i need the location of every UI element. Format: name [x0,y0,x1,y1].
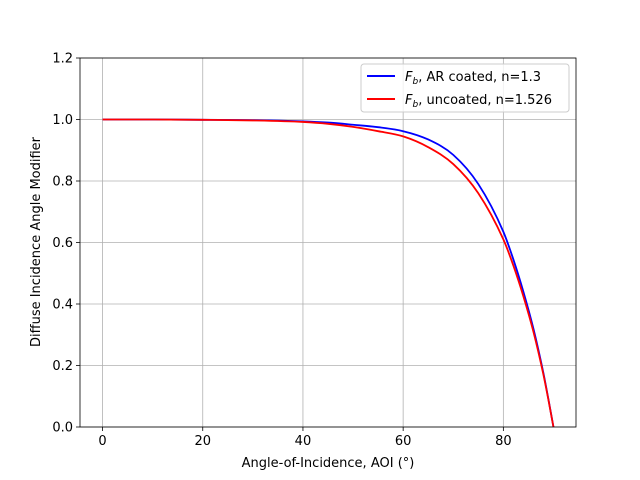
series-lines [102,118,555,428]
x-tick-label: 0 [98,434,106,449]
y-ticks: 0.0 0.2 0.4 0.6 0.8 1.0 1.2 [52,52,80,436]
x-tick-label: 80 [495,434,512,449]
y-tick-label: 0.6 [52,236,73,251]
legend-label-series-1: Fb, uncoated, n=1.526 [405,93,552,110]
series-line-1 [102,118,555,428]
y-tick-label: 0.4 [52,298,73,313]
legend-box [360,63,570,113]
y-tick-label: 1.0 [52,113,73,128]
legend: Fb, AR coated, n=1.3 Fb, uncoated, n=1.5… [360,63,570,113]
y-tick-label: 0.0 [52,421,73,436]
y-axis-label: Diffuse Incidence Angle Modifier [29,136,44,347]
x-tick-label: 60 [395,434,412,449]
x-tick-label: 20 [194,434,211,449]
y-tick-label: 1.2 [52,52,73,67]
legend-label-series-0: Fb, AR coated, n=1.3 [405,70,541,87]
x-axis-label: Angle-of-Incidence, AOI (°) [242,456,415,471]
y-tick-label: 0.8 [52,175,73,190]
y-tick-label: 0.2 [52,359,73,374]
x-tick-label: 40 [295,434,312,449]
x-ticks: 0 20 40 60 80 [98,427,512,449]
